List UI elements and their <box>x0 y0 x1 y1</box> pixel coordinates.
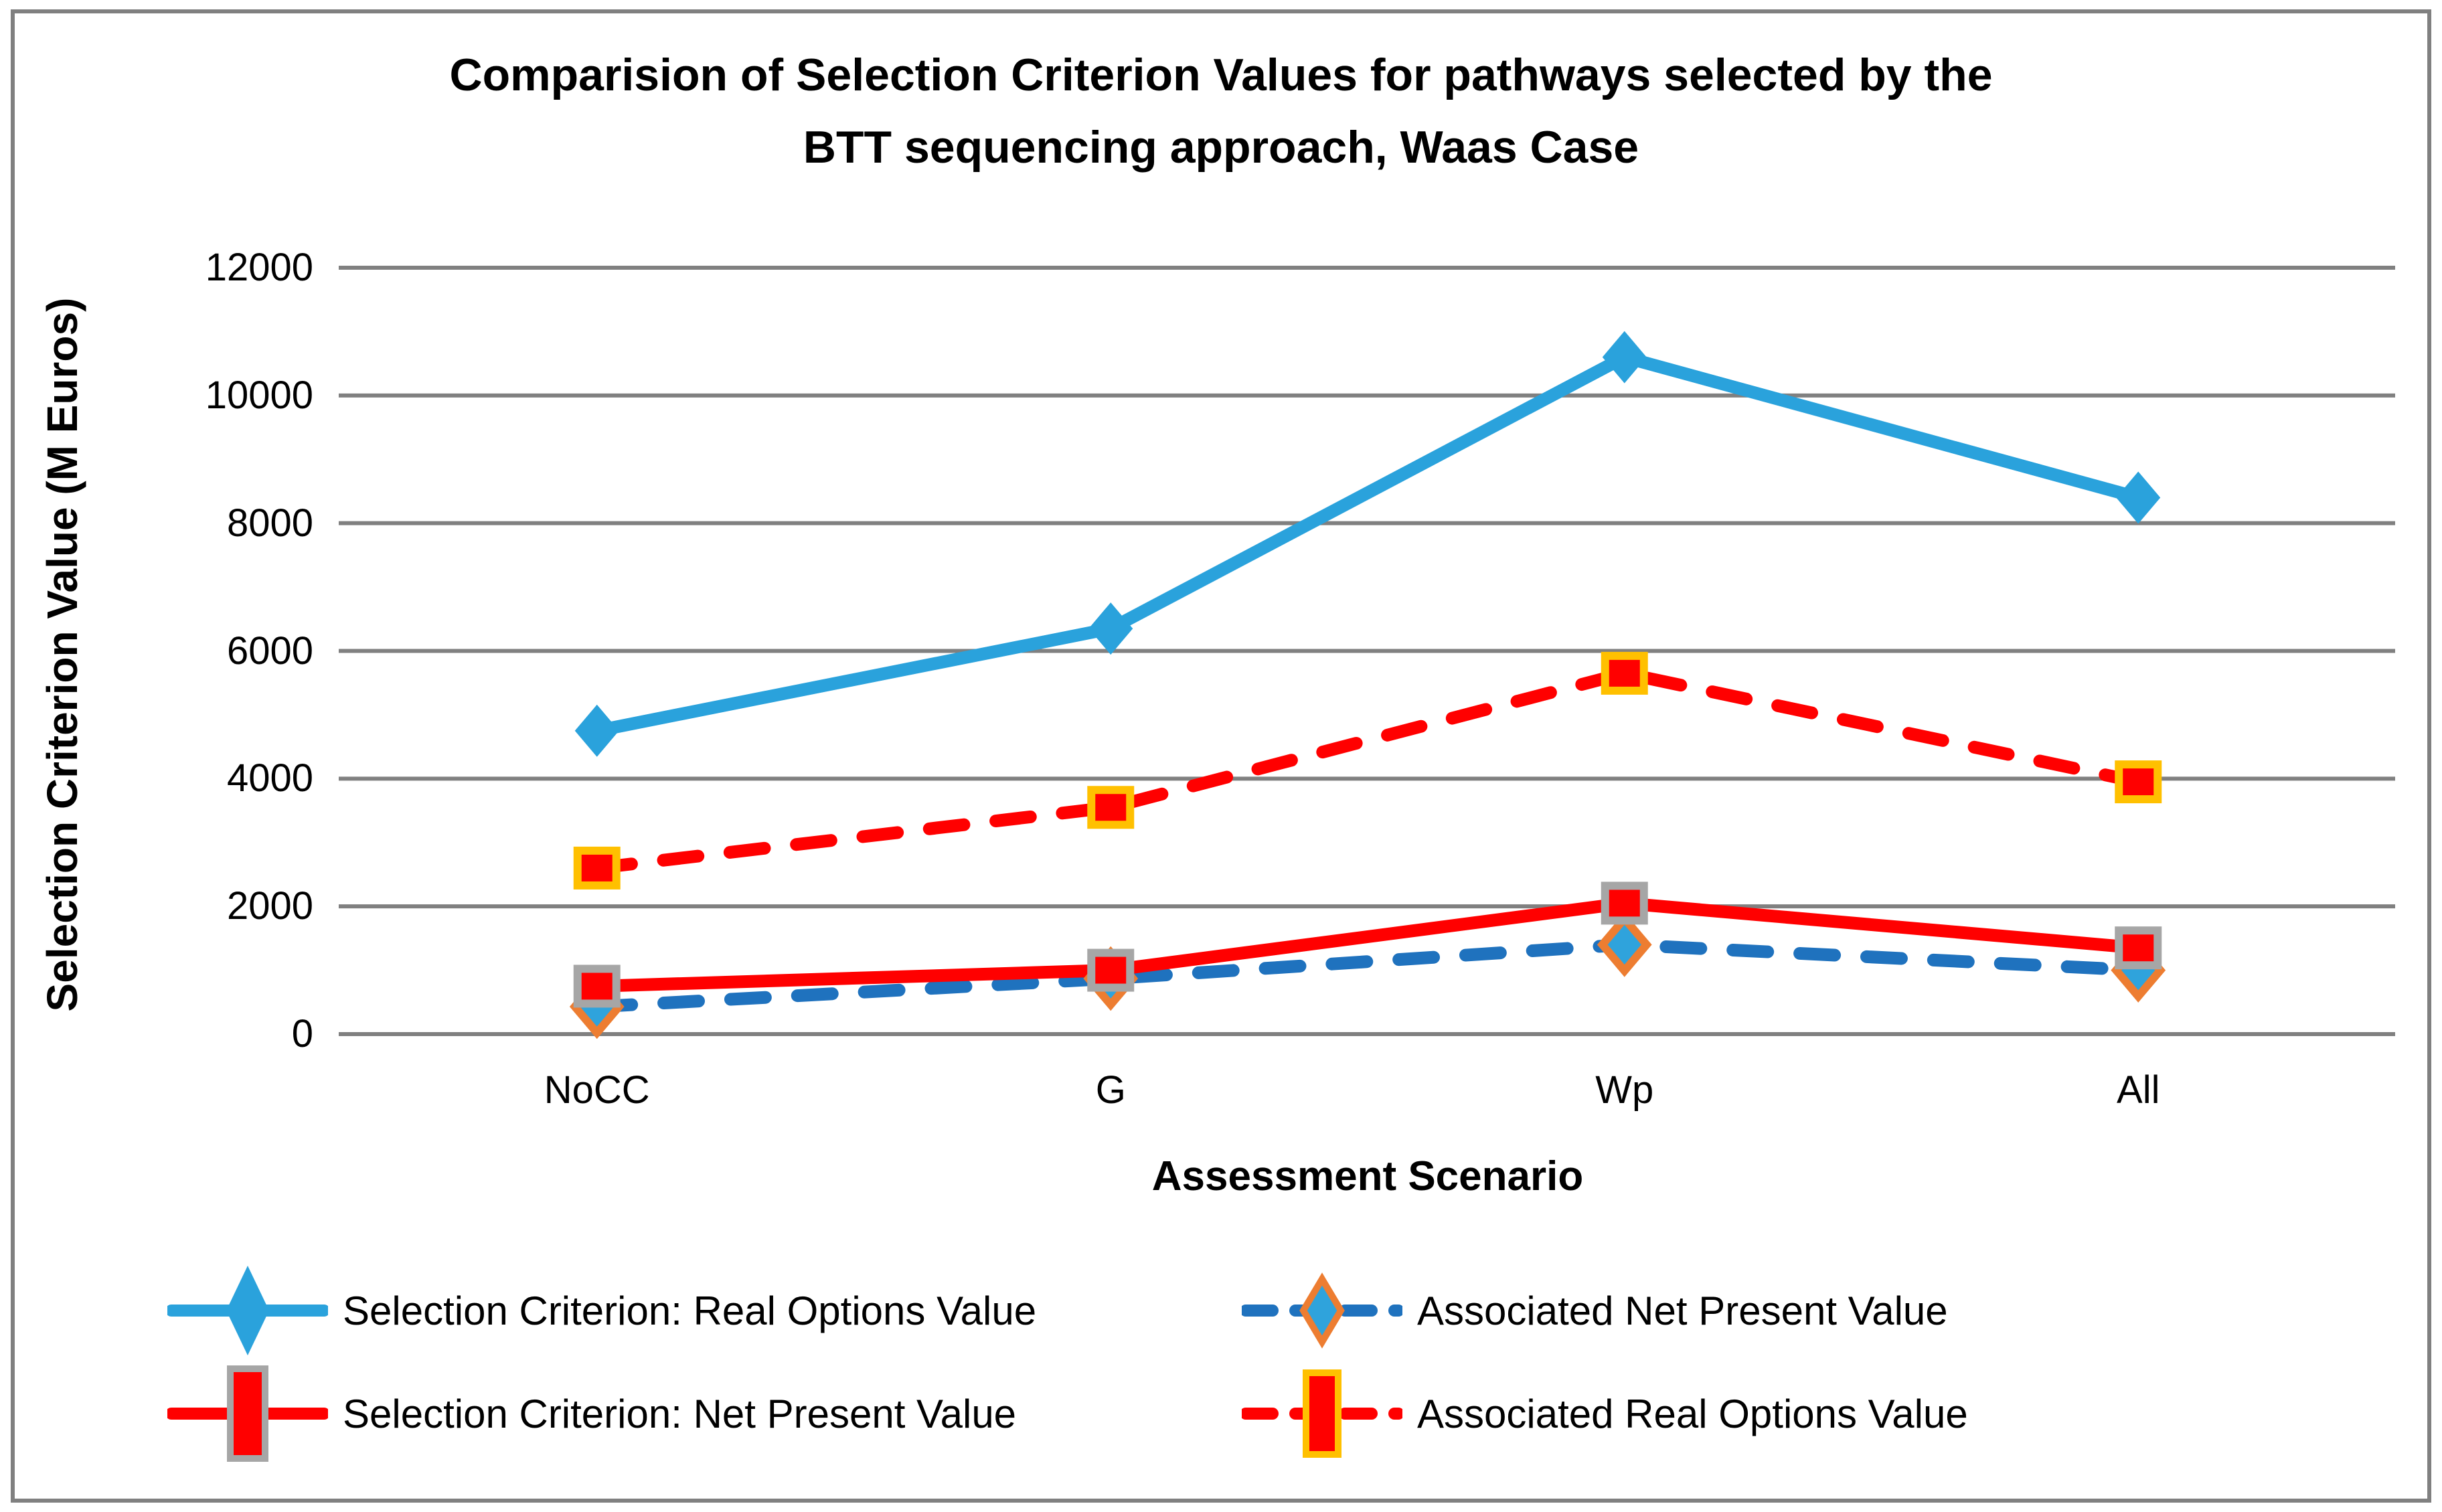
legend-sample-1 <box>1242 1272 1402 1349</box>
marker-0-G <box>1088 602 1133 655</box>
legend-item-2: Selection Criterion: Net Present Value <box>167 1363 1242 1464</box>
marker-1-Wp <box>1597 912 1652 977</box>
legend-sample-3 <box>1242 1369 1402 1458</box>
marker-0-All <box>2116 471 2161 524</box>
legend-item-0: Selection Criterion: Real Options Value <box>167 1260 1242 1361</box>
marker-0-NoCC <box>574 704 619 757</box>
legend-label-1: Associated Net Present Value <box>1417 1288 1948 1333</box>
marker-2-Wp <box>1601 881 1648 925</box>
x-axis-title: Assessment Scenario <box>1151 1153 1584 1199</box>
legend-item-3: Associated Real Options Value <box>1242 1363 1968 1464</box>
series-line-3 <box>590 667 2145 875</box>
marker-3-NoCC <box>573 846 621 890</box>
x-category-G: G <box>1095 1068 1126 1112</box>
x-category-All: All <box>2117 1068 2160 1112</box>
legend-label-0: Selection Criterion: Real Options Value <box>343 1288 1037 1333</box>
marker-2-NoCC <box>573 964 621 1008</box>
legend: Selection Criterion: Real Options Value A… <box>167 1260 1968 1464</box>
legend-item-1: Associated Net Present Value <box>1242 1260 1968 1361</box>
legend-sample-0 <box>167 1266 328 1355</box>
y-tick-4000: 4000 <box>226 756 313 801</box>
series-line-2 <box>590 896 2145 993</box>
marker-0-Wp <box>1602 331 1647 384</box>
series-line-0 <box>590 351 2145 738</box>
x-category-NoCC: NoCC <box>544 1068 650 1112</box>
series-line-1 <box>590 938 2145 1013</box>
legend-marker-1 <box>1299 1272 1345 1349</box>
y-tick-12000: 12000 <box>205 246 313 289</box>
marker-3-Wp <box>1601 651 1648 695</box>
y-tick-10000: 10000 <box>205 373 313 417</box>
x-category-Wp: Wp <box>1595 1068 1654 1112</box>
marker-3-G <box>1087 786 1135 829</box>
chart-title: Comparision of Selection Criterion Value… <box>0 39 2442 183</box>
legend-sample-2 <box>167 1365 328 1462</box>
legend-label-3: Associated Real Options Value <box>1417 1391 1968 1436</box>
gridlines <box>339 266 2395 1036</box>
chart-title-line1: Comparision of Selection Criterion Value… <box>449 50 1993 100</box>
legend-marker-0 <box>226 1266 269 1355</box>
y-tick-2000: 2000 <box>226 884 313 928</box>
legend-marker-3 <box>1303 1369 1341 1458</box>
y-tick-8000: 8000 <box>226 501 313 545</box>
series-lines <box>590 351 2145 1013</box>
marker-2-G <box>1087 948 1135 992</box>
y-tick-6000: 6000 <box>226 628 313 673</box>
series-markers <box>569 331 2166 1039</box>
marker-2-All <box>2115 926 2162 970</box>
legend-marker-2 <box>227 1365 268 1462</box>
marker-3-All <box>2115 760 2162 804</box>
legend-label-2: Selection Criterion: Net Present Value <box>343 1391 1017 1436</box>
y-tick-0: 0 <box>291 1012 313 1056</box>
chart-title-line2: BTT sequencing approach, Waas Case <box>803 122 1639 173</box>
